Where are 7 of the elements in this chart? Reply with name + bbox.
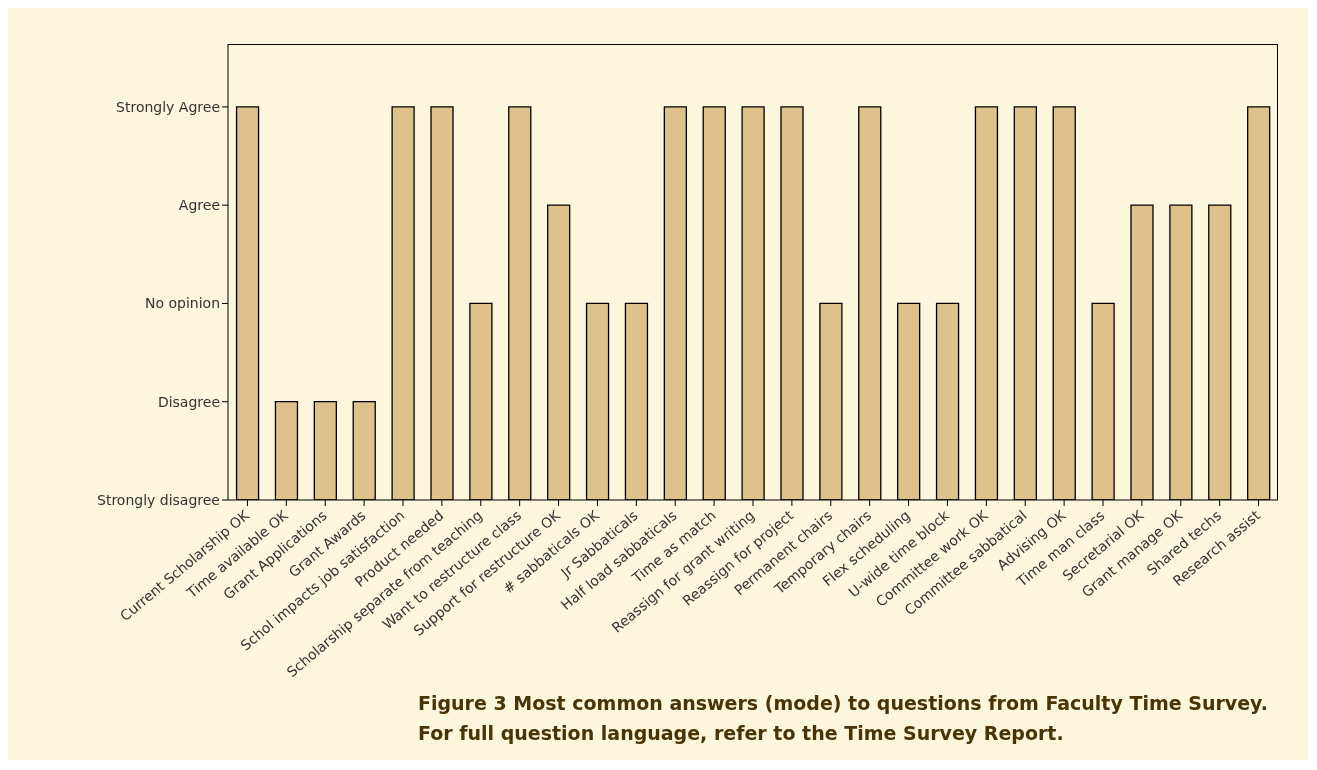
caption: Figure 3 Most common answers (mode) to questions from Faculty Time Survey.: [418, 691, 1268, 716]
text: For full question language, refer to the Time Survey Report.: [418, 721, 1065, 746]
text: Strongly disagree: [97, 491, 220, 508]
text: Agree: [178, 197, 220, 214]
text: No opinion: [144, 295, 220, 312]
text: Disagree: [157, 393, 220, 410]
text: Strongly Agree: [116, 98, 220, 115]
